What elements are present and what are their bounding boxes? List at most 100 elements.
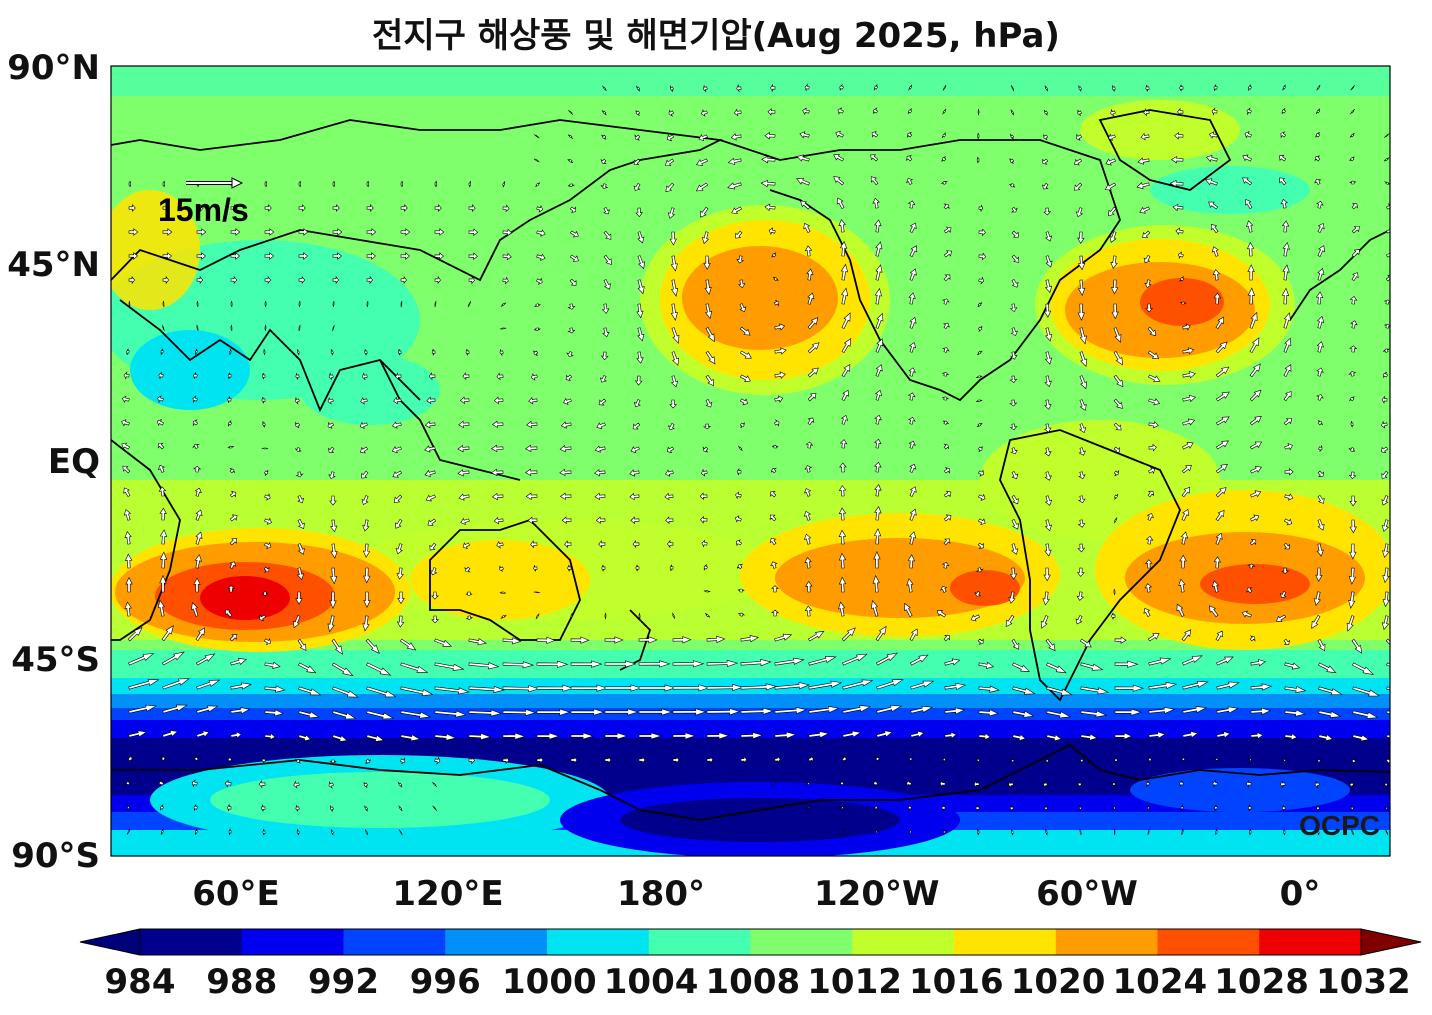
wind-arrow (559, 468, 572, 477)
wind-arrow (228, 828, 232, 836)
wind-arrow (975, 804, 980, 812)
wind-arrow (706, 755, 714, 764)
colorbar-extend-over (1360, 928, 1422, 956)
wind-arrow (1148, 731, 1167, 739)
wind-arrow (363, 567, 371, 584)
wind-arrow (228, 756, 232, 763)
wind-arrow (360, 446, 369, 454)
wind-arrow (536, 756, 544, 765)
wind-arrow (944, 658, 961, 666)
wind-arrow (229, 561, 237, 570)
wind-arrow (297, 349, 300, 356)
wind-arrow (123, 509, 132, 521)
watermark: OCPC (1299, 810, 1380, 841)
wind-arrow (1113, 350, 1123, 366)
wind-arrow (1275, 614, 1287, 623)
wind-arrow (229, 348, 232, 356)
wind-arrow (601, 134, 607, 140)
wind-arrow (364, 829, 369, 836)
wind-arrow (1279, 177, 1287, 186)
wind-arrow (977, 108, 980, 116)
wind-arrow (162, 704, 188, 714)
colorbar-swatch (547, 929, 650, 955)
wind-arrow (230, 275, 238, 285)
wind-arrow (391, 421, 402, 429)
wind-arrow (327, 421, 335, 429)
wind-arrow (1283, 364, 1292, 377)
wind-arrow (261, 447, 269, 450)
wind-arrow (225, 609, 233, 618)
wind-arrow (1283, 638, 1291, 645)
colorbar-extend-under (79, 928, 141, 956)
wind-arrow (121, 395, 130, 404)
wind-arrow (1284, 468, 1294, 476)
wind-arrow (496, 372, 504, 381)
wind-arrow (1282, 84, 1286, 91)
wind-arrow (1077, 495, 1086, 504)
wind-arrow (598, 398, 607, 406)
wind-arrow (528, 396, 538, 405)
wind-arrow (1250, 659, 1266, 667)
wind-arrow (1249, 337, 1260, 354)
wind-arrow (1113, 517, 1118, 524)
wind-arrow (328, 780, 334, 789)
wind-arrow (665, 516, 674, 525)
wind-arrow (332, 180, 336, 188)
wind-arrow (434, 300, 437, 308)
wind-arrow (1113, 588, 1116, 596)
wind-arrow (1381, 495, 1389, 506)
wind-arrow (1348, 471, 1357, 480)
wind-arrow (261, 757, 266, 764)
wind-arrow (458, 420, 470, 429)
wind-arrow (1208, 131, 1218, 139)
wind-arrow (432, 805, 438, 811)
wind-arrow (1351, 638, 1363, 654)
colorbar-tick-label: 1028 (1214, 962, 1309, 1002)
wind-arrow (230, 658, 248, 666)
wind-arrow (699, 206, 709, 218)
wind-arrow (1315, 291, 1324, 305)
wind-arrow (1044, 351, 1053, 365)
wind-arrow (1044, 375, 1052, 388)
wind-arrow (943, 514, 952, 522)
wind-arrow (1216, 681, 1240, 690)
wind-arrow (664, 492, 674, 501)
wind-arrow (796, 154, 810, 162)
wind-arrow (774, 419, 780, 427)
wind-arrow (842, 705, 872, 714)
wind-arrow (1250, 731, 1264, 740)
wind-arrow (362, 543, 371, 558)
wind-arrow (1381, 420, 1388, 429)
wind-arrow (567, 564, 572, 572)
wind-arrow (1281, 220, 1290, 233)
wind-arrow (1181, 486, 1191, 498)
wind-arrow (1043, 134, 1049, 141)
wind-arrow (123, 487, 131, 498)
wind-arrow (906, 779, 912, 788)
wind-arrow (1043, 781, 1048, 788)
wind-arrow (672, 684, 710, 692)
wind-arrow (1182, 347, 1195, 355)
wind-arrow (1180, 531, 1189, 545)
wind-arrow (638, 612, 641, 620)
wind-arrow (1009, 567, 1018, 580)
wind-arrow (496, 540, 504, 549)
wind-arrow (841, 627, 856, 642)
colorbar-tick-label: 1012 (807, 962, 902, 1002)
wind-arrow (1281, 804, 1286, 812)
wind-arrow (361, 470, 369, 479)
wind-arrow (126, 348, 130, 355)
wind-arrow (1113, 446, 1120, 454)
wind-arrow (194, 554, 202, 569)
wind-arrow (1215, 440, 1229, 450)
wind-arrow (1248, 84, 1252, 91)
wind-arrow (400, 228, 411, 236)
wind-arrow (600, 351, 609, 361)
wind-arrow (1382, 591, 1390, 608)
wind-arrow (458, 493, 470, 501)
wind-arrow (1245, 198, 1253, 210)
wind-arrow (121, 419, 130, 427)
colorbar-tick-label: 1020 (1010, 962, 1106, 1002)
wind-arrow (361, 495, 369, 506)
wind-arrow (737, 279, 746, 289)
